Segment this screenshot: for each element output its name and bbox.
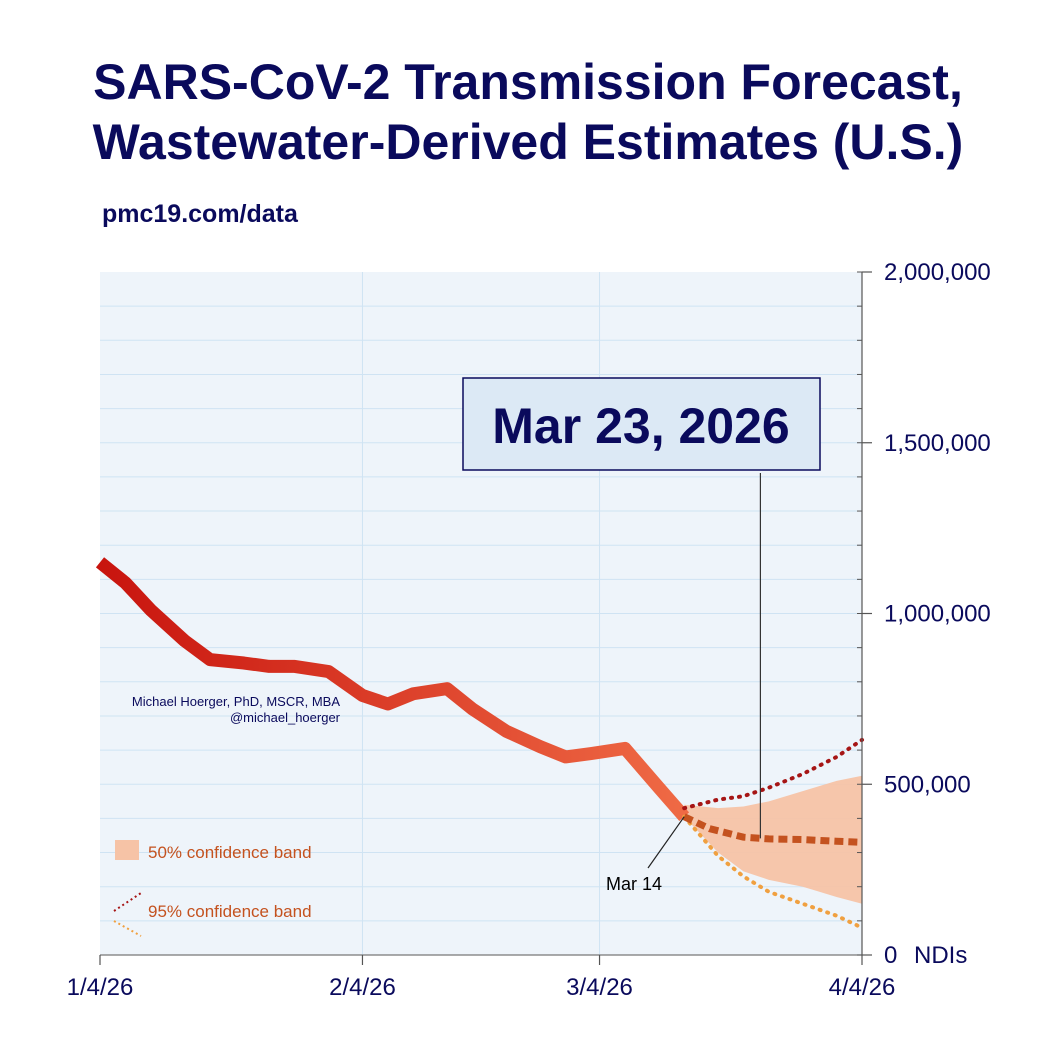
- y-tick-label: 2,000,000: [884, 259, 991, 286]
- x-tick-label: 3/4/26: [566, 974, 633, 1001]
- legend-band50-label: 50% confidence band: [148, 843, 312, 862]
- forecast-start-pointer: [647, 816, 685, 869]
- highlight-date-box: [462, 377, 821, 471]
- chart-title-line1: SARS-CoV-2 Transmission Forecast,: [93, 54, 963, 110]
- series-lines: [95, 557, 864, 930]
- highlight-date-label: Mar 23, 2026: [492, 398, 789, 454]
- y-tick-label: 1,500,000: [884, 430, 991, 457]
- y-unit-label: NDIs: [914, 942, 967, 969]
- author-name: Michael Hoerger, PhD, MSCR, MBA: [132, 694, 340, 709]
- axes: 0 500,000 1,000,000 1,500,000 2,000,000 NDIs 1…: [67, 259, 991, 1001]
- legend-upper95-swatch: [113, 892, 142, 912]
- x-tick-label: 1/4/26: [67, 974, 134, 1001]
- legend-band50-swatch: [115, 840, 139, 860]
- chart-title: SARS-CoV-2 Transmission Forecast, Wastew…: [0, 52, 1056, 172]
- x-tick-label: 2/4/26: [329, 974, 396, 1001]
- band95-lower-line: [682, 814, 864, 930]
- source-link[interactable]: pmc19.com/data: [102, 200, 298, 228]
- y-tick-label: 500,000: [884, 771, 971, 798]
- forecast-line: [682, 813, 863, 846]
- y-tick-label: 0: [884, 942, 897, 969]
- band95-upper-line: [682, 737, 864, 811]
- forecast-start-label: Mar 14: [606, 874, 662, 894]
- chart-title-line2: Wastewater-Derived Estimates (U.S.): [92, 114, 964, 170]
- author-handle[interactable]: @michael_hoerger: [230, 710, 341, 725]
- legend-lower95-swatch: [113, 920, 142, 937]
- grid: [100, 272, 862, 955]
- observed-line: [95, 557, 690, 821]
- y-tick-label: 1,000,000: [884, 601, 991, 628]
- x-tick-label: 4/4/26: [829, 974, 896, 1001]
- legend-band95-label: 95% confidence band: [148, 902, 312, 921]
